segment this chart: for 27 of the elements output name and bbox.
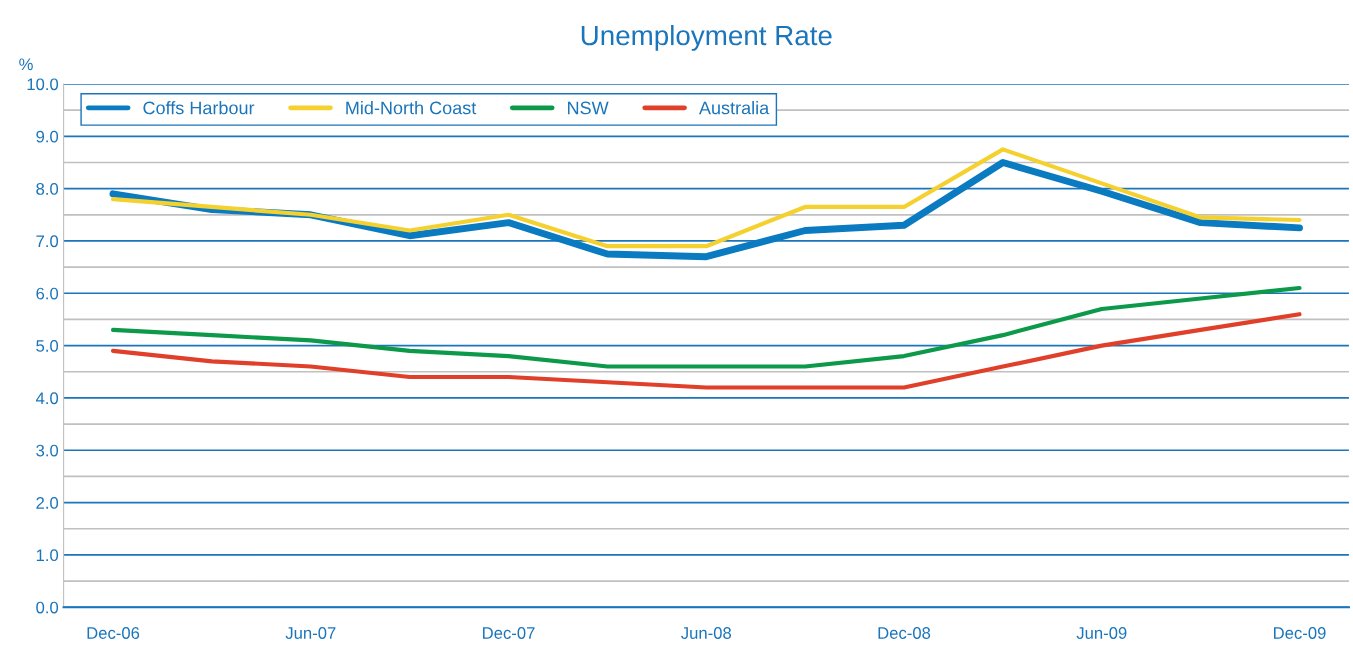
y-tick-label: 10.0 bbox=[27, 78, 59, 91]
y-tick-label: 9.0 bbox=[36, 130, 59, 143]
line-series bbox=[110, 147, 1302, 249]
legend-label: NSW bbox=[568, 101, 609, 115]
x-tick-label: Dec-08 bbox=[878, 627, 931, 639]
x-tick-label: Jun-08 bbox=[681, 627, 732, 639]
y-tick-label: 7.0 bbox=[36, 235, 59, 248]
y-tick-label: 6.0 bbox=[36, 287, 59, 300]
line-series bbox=[110, 312, 1302, 390]
legend-label: Australia bbox=[698, 101, 770, 115]
legend-label: Coffs Harbour bbox=[143, 101, 255, 115]
y-tick-label: 1.0 bbox=[36, 549, 59, 562]
x-tick-label: Dec-07 bbox=[483, 627, 535, 639]
line-series bbox=[110, 285, 1302, 369]
y-tick-label: 3.0 bbox=[36, 444, 59, 457]
y-tick-label: 5.0 bbox=[36, 340, 59, 352]
y-tick-label: 4.0 bbox=[35, 392, 59, 405]
x-tick-label: Dec-06 bbox=[87, 627, 140, 639]
x-tick-label: Jun-09 bbox=[1076, 627, 1127, 639]
y-tick-label: 0.0 bbox=[36, 601, 59, 614]
chart-title: Unemployment Rate bbox=[581, 24, 832, 51]
x-tick-label: Dec-09 bbox=[1274, 627, 1326, 639]
y-tick-label: 2.0 bbox=[36, 496, 59, 509]
y-axis-title: % bbox=[19, 58, 33, 71]
x-tick-label: Jun-07 bbox=[285, 627, 336, 639]
legend-label: Mid-North Coast bbox=[346, 101, 477, 115]
y-tick-label: 8.0 bbox=[36, 183, 59, 195]
